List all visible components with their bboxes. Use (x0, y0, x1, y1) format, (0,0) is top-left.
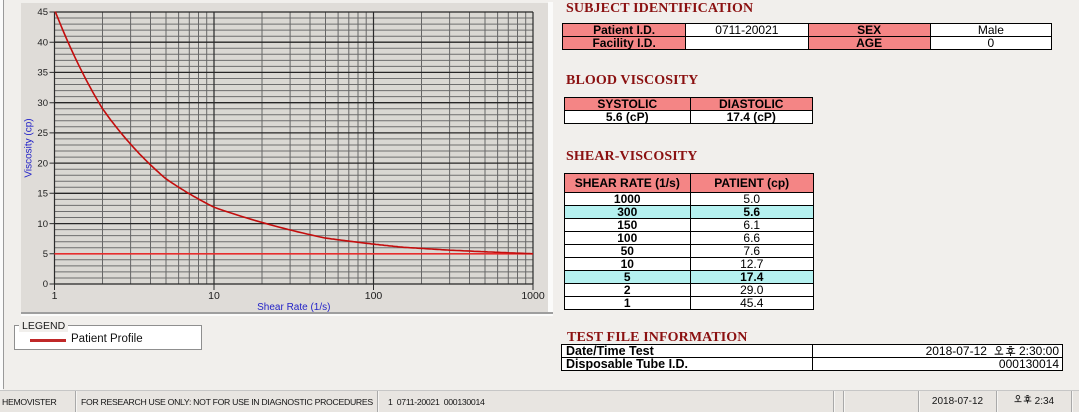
svg-text:Viscosity (cp): Viscosity (cp) (24, 118, 35, 177)
svg-text:45: 45 (37, 7, 48, 18)
svg-text:15: 15 (37, 189, 48, 200)
svg-text:0: 0 (43, 279, 48, 290)
svg-text:1000: 1000 (521, 290, 545, 302)
svg-text:10: 10 (208, 290, 220, 302)
svg-text:20: 20 (37, 158, 48, 169)
svg-text:40: 40 (37, 37, 48, 48)
svg-text:5: 5 (43, 249, 48, 260)
svg-text:25: 25 (37, 128, 48, 139)
svg-text:10: 10 (37, 219, 48, 230)
svg-text:Shear Rate (1/s): Shear Rate (1/s) (257, 302, 330, 312)
svg-text:100: 100 (365, 290, 383, 302)
svg-text:1: 1 (52, 290, 58, 302)
svg-text:30: 30 (37, 98, 48, 109)
svg-text:35: 35 (37, 68, 48, 79)
